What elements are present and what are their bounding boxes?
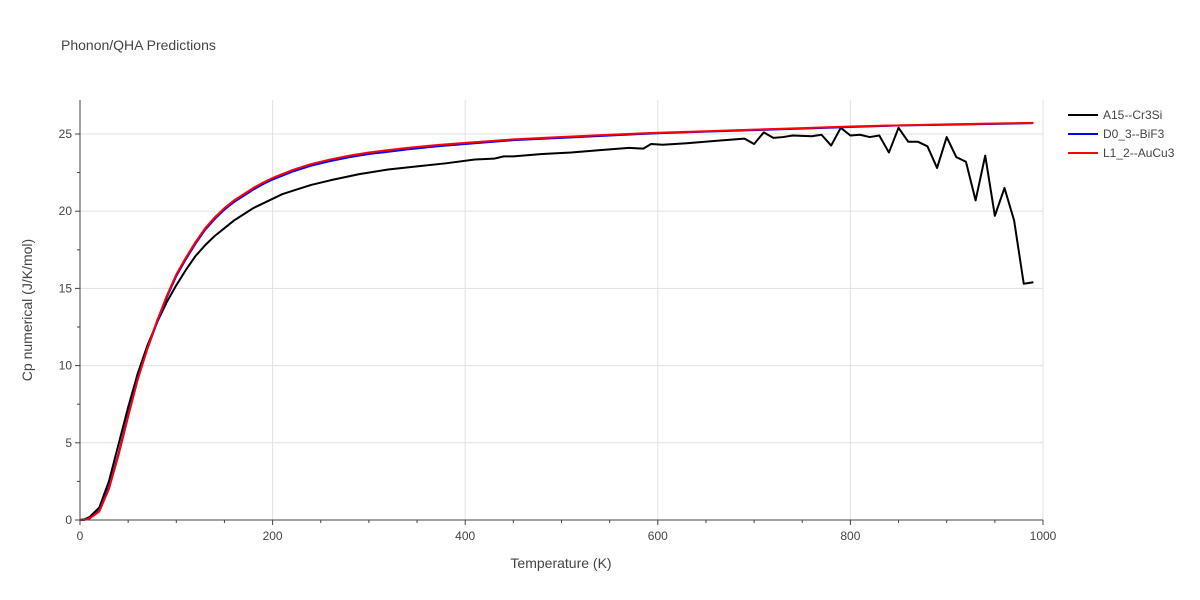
y-tick-label: 15: [59, 281, 73, 295]
legend-item[interactable]: L1_2--AuCu3: [1068, 146, 1175, 160]
series-layer: [79, 121, 1034, 521]
x-axis-title: Temperature (K): [510, 555, 611, 571]
x-tick-label: 400: [455, 529, 475, 543]
x-tick-label: 600: [648, 529, 668, 543]
x-tick-label: 200: [263, 529, 283, 543]
x-tick-label: 800: [840, 529, 860, 543]
y-tick-label: 5: [65, 436, 72, 450]
legend-label: D0_3--BiF3: [1103, 127, 1165, 141]
tick-labels: 0 200 400 600 800 1000 0 5 10 15 20 25: [59, 127, 1057, 543]
axes: [75, 100, 1044, 525]
legend-item[interactable]: A15--Cr3Si: [1068, 108, 1162, 122]
y-tick-label: 0: [65, 513, 72, 527]
legend-label: L1_2--AuCu3: [1103, 146, 1175, 160]
y-tick-label: 25: [59, 127, 73, 141]
legend-item[interactable]: D0_3--BiF3: [1068, 127, 1165, 141]
x-tick-label: 0: [77, 529, 84, 543]
chart-title: Phonon/QHA Predictions: [61, 37, 216, 53]
legend-label: A15--Cr3Si: [1103, 108, 1162, 122]
x-tick-label: 1000: [1030, 529, 1057, 543]
y-axis-title: Cp numerical (J/K/mol): [19, 239, 35, 381]
legend: A15--Cr3Si D0_3--BiF3 L1_2--AuCu3: [1068, 108, 1175, 160]
series-line-L1_2--AuCu3: [79, 121, 1034, 521]
y-tick-label: 20: [59, 204, 73, 218]
series-line-A15--Cr3Si: [79, 126, 1034, 521]
grid: [80, 100, 1044, 520]
y-tick-label: 10: [59, 359, 73, 373]
